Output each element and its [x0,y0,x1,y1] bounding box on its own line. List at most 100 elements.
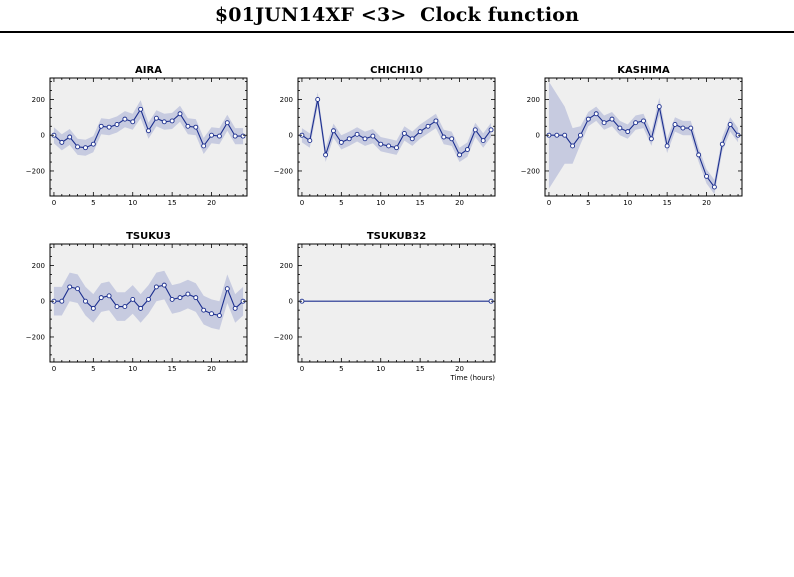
data-point [315,97,321,102]
data-point [688,125,694,131]
x-tick-label: 5 [91,199,95,207]
data-point [641,118,646,124]
x-tick-label: 15 [416,199,425,207]
x-tick-label: 20 [207,365,216,373]
data-point [370,133,376,139]
data-point [354,131,360,137]
data-point [209,311,214,317]
x-tick-label: 10 [128,365,137,373]
data-point [185,291,191,297]
data-point [161,119,167,125]
data-point [114,304,120,310]
data-point [425,123,431,129]
data-point [417,129,423,135]
data-point [672,122,678,127]
data-point [177,295,183,301]
x-tick-label: 15 [168,365,177,373]
data-point [401,130,407,136]
x-tick-label: 10 [128,199,137,207]
data-point [90,305,96,311]
data-point [67,284,73,290]
error-band [53,100,244,156]
data-point [177,111,183,117]
x-tick-label: 0 [547,199,551,207]
data-point [727,122,733,127]
data-point [106,124,112,130]
data-point [138,106,144,112]
data-point [153,115,159,121]
data-point [704,173,709,179]
data-point [122,304,128,310]
data-point [362,136,368,142]
data-point [488,127,494,133]
y-tick-label: 200 [280,96,293,104]
x-tick-label: 0 [300,365,304,373]
data-point [67,134,73,140]
x-tick-label: 20 [455,365,464,373]
data-point [185,123,191,129]
y-tick-label: −200 [274,333,293,341]
data-point [224,120,230,126]
data-point [464,147,470,152]
data-point [98,295,104,301]
data-point [593,111,599,117]
data-point [75,144,81,150]
y-tick-label: 200 [280,262,293,270]
data-point [216,313,222,318]
chart-title: CHICHI10 [370,65,423,76]
data-point [193,295,199,301]
error-band [548,81,739,195]
y-tick-label: −200 [274,167,293,175]
data-point [719,141,725,147]
x-tick-label: 20 [702,199,711,207]
data-point [130,296,136,302]
data-point [680,125,686,131]
y-tick-label: −200 [521,167,540,175]
y-tick-label: 0 [289,298,293,306]
data-point [457,152,462,158]
data-point [122,116,128,122]
y-tick-label: 0 [41,298,45,306]
plot-area [298,78,495,196]
data-point [114,122,120,127]
x-tick-label: 5 [586,199,590,207]
data-point [633,120,639,126]
data-point [386,143,392,149]
data-point [90,141,96,147]
chart-panel-tsukub32: TSUKUB32 0 5 10 15 20 −200 0 200 Time (hours) [274,231,496,382]
data-point [346,136,352,142]
data-point [138,305,144,311]
plot-content [299,92,494,162]
plot-content [51,270,246,330]
data-point [338,139,344,145]
error-band [301,92,492,162]
data-point [240,133,246,139]
x-tick-label: 10 [376,365,385,373]
data-point [169,296,175,302]
x-tick-label: 10 [623,199,632,207]
data-point [201,307,207,313]
data-point [696,152,702,158]
data-point [617,125,623,131]
x-tick-label: 15 [168,199,177,207]
x-axis-label: Time (hours) [450,374,496,382]
data-point [307,138,313,144]
y-tick-label: 0 [536,132,540,140]
data-point [153,284,159,290]
data-point [98,123,104,129]
data-point [323,152,329,158]
chart-panel-chichi10: CHICHI10 0 5 10 15 20 −200 0 200 [274,65,496,207]
page-title: $01JUN14XF <3> Clock function [214,4,580,26]
data-point [130,119,136,125]
data-point [59,298,65,304]
chart-title: KASHIMA [617,65,670,76]
data-point [449,136,455,142]
data-point [169,118,175,124]
data-point [75,286,81,292]
x-tick-label: 20 [207,199,216,207]
data-point [216,133,222,139]
plot-content [546,81,741,195]
y-tick-label: 0 [289,132,293,140]
data-point [578,132,583,138]
data-point [433,118,439,124]
